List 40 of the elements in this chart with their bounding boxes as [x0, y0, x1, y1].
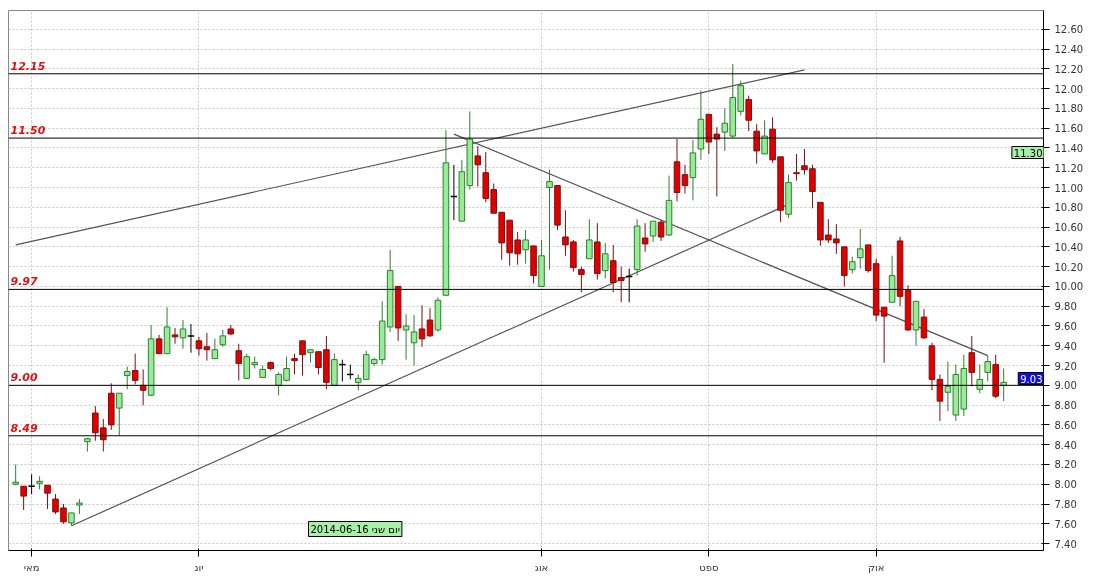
x-tick-label: אוג [534, 561, 549, 573]
y-tick-label: 8.20 [1054, 459, 1077, 471]
y-tick-label: 12.40 [1054, 44, 1084, 56]
y-tick-label: 7.60 [1054, 518, 1077, 530]
annotation: 2014-06-16 יום שני [310, 523, 400, 535]
y-tick-label: 10.80 [1054, 202, 1084, 214]
ref-line-label: 12.15 [10, 59, 46, 73]
x-tick-label: מאי [23, 561, 40, 573]
text: 11.30 [1013, 147, 1043, 159]
y-tick-label: 8.60 [1054, 419, 1077, 431]
text: 9.03 [1020, 373, 1043, 385]
y-tick-label: 7.80 [1054, 499, 1077, 511]
y-tick-label: 10.00 [1054, 281, 1084, 293]
x-tick-label: ספט [699, 561, 719, 573]
y-tick-label: 11.60 [1054, 123, 1084, 135]
y-tick-label: 8.00 [1054, 479, 1077, 491]
y-tick-label: 9.60 [1054, 320, 1077, 332]
y-tick-label: 11.80 [1054, 103, 1084, 115]
y-tick-label: 10.20 [1054, 261, 1084, 273]
y-tick-label: 10.60 [1054, 222, 1084, 234]
y-tick-label: 8.80 [1054, 400, 1077, 412]
y-tick-label: 9.80 [1054, 301, 1077, 313]
y-tick-label: 9.00 [1054, 380, 1077, 392]
ref-line-label: 9.97 [10, 275, 38, 289]
y-tick-label: 12.00 [1054, 83, 1084, 95]
y-tick-label: 7.40 [1054, 538, 1077, 550]
y-tick-label: 12.60 [1054, 24, 1084, 36]
y-tick-label: 10.40 [1054, 241, 1084, 253]
ref-line-label: 11.50 [10, 124, 46, 138]
y-tick-label: 8.40 [1054, 439, 1077, 451]
y-tick-label: 11.20 [1054, 162, 1084, 174]
x-tick-label: יונ [194, 561, 204, 573]
x-tick-label: אוק [867, 561, 885, 573]
y-tick-label: 9.20 [1054, 360, 1077, 372]
y-tick-label: 9.40 [1054, 340, 1077, 352]
y-tick-label: 11.00 [1054, 182, 1084, 194]
ref-line-label: 9.00 [10, 371, 38, 385]
y-tick-label: 12.20 [1054, 63, 1084, 75]
y-tick-label: 11.40 [1054, 142, 1084, 154]
ref-line-label: 8.49 [10, 421, 38, 435]
